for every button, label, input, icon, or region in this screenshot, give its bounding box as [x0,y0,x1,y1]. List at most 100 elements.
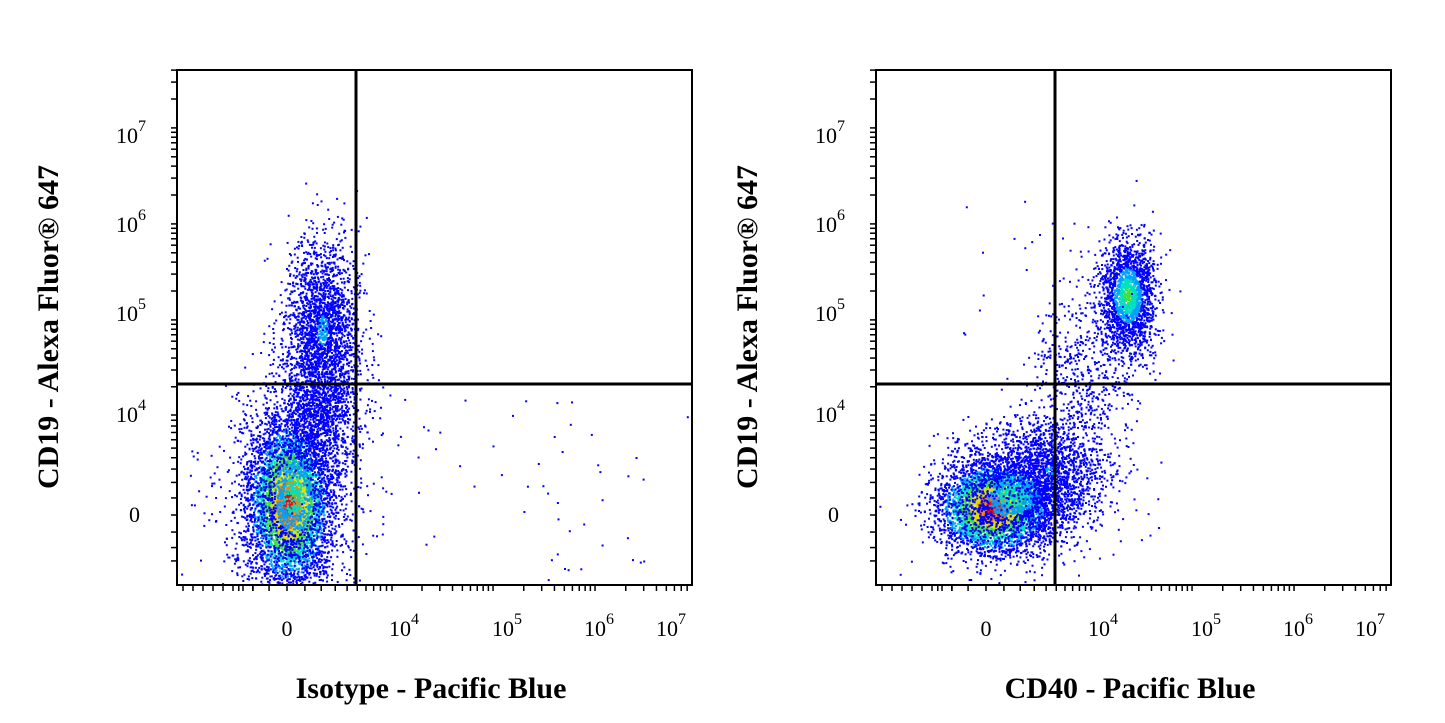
event-dot [275,563,278,566]
event-dot [342,516,345,518]
event-dot [245,543,248,546]
event-dot [265,442,267,445]
event-dot [260,557,263,560]
event-dot [303,532,306,535]
event-dot [258,514,261,517]
event-dot [273,519,276,522]
event-dot [313,500,316,503]
event-dot [346,515,349,518]
event-dot [259,478,262,481]
event-dot [263,473,266,476]
event-dot [275,503,278,506]
event-dot [281,548,284,551]
event-dot [330,491,333,493]
event-dot [279,459,282,462]
event-dot [287,558,290,561]
event-dot [322,528,325,531]
event-dot [256,441,259,444]
event-dot [316,527,319,530]
event-dot [244,496,247,499]
event-dot [264,569,267,572]
event-dot [259,511,262,514]
event-dot [299,464,301,467]
event-dot [266,442,269,445]
event-dot [299,428,302,431]
event-dot [343,538,346,541]
event-dot [285,561,288,564]
event-dot [286,423,289,426]
event-dot [275,475,278,478]
event-dot [326,503,329,506]
event-dot [301,542,304,545]
event-dot [249,508,252,511]
event-dot [326,574,329,577]
event-dot [311,487,314,490]
event-dot [249,487,252,490]
event-dot [274,562,277,565]
event-dot [329,516,331,519]
event-dot [353,581,356,584]
event-dot [320,497,323,500]
event-dot [311,537,314,540]
event-dot [234,547,237,550]
event-dot [324,533,327,536]
event-dot [262,474,265,477]
event-dot [314,516,317,519]
event-dot [331,512,334,515]
event-dot [271,459,274,462]
event-dot [264,523,267,525]
event-dot [267,420,270,423]
event-dot [265,468,268,471]
event-dot [276,581,279,584]
event-dot [258,467,260,469]
event-dot [288,519,291,522]
event-dot [276,407,279,410]
event-dot [286,575,289,578]
event-dot [303,490,306,493]
event-dot [265,556,268,559]
event-dot [266,475,269,478]
event-dot [288,560,291,563]
event-dot [268,341,271,344]
event-dot [265,444,268,447]
event-dot [288,523,291,525]
event-dot [275,462,278,464]
event-dot [238,399,241,402]
event-dot [288,499,291,502]
event-dot [253,524,256,527]
event-dot [283,428,285,431]
event-dot [288,569,291,572]
event-dot [308,545,311,547]
event-dot [296,535,298,538]
event-dot [303,561,306,564]
event-dot [284,572,287,575]
event-dot [252,473,255,476]
event-dot [287,455,289,458]
event-dot [276,538,279,541]
event-dot [235,397,238,400]
event-dot [313,471,316,474]
event-dot [301,565,304,568]
event-dot [250,435,253,438]
event-dot [323,514,326,517]
event-dot [250,562,253,565]
event-dot [309,553,312,556]
event-dot [314,581,317,584]
event-dot [321,520,324,523]
event-dot [255,531,258,534]
event-dot [248,429,251,432]
event-dot [291,448,294,451]
event-dot [234,494,237,497]
event-dot [251,561,254,563]
event-dot [297,448,299,451]
event-dot [254,552,257,555]
event-dot [290,501,293,504]
event-dot [276,566,279,569]
event-dot [219,511,222,513]
event-dot [255,548,258,551]
event-dot [317,568,320,571]
event-dot [313,574,316,577]
event-dot [290,418,293,421]
event-dot [310,502,313,505]
event-dot [256,498,259,501]
